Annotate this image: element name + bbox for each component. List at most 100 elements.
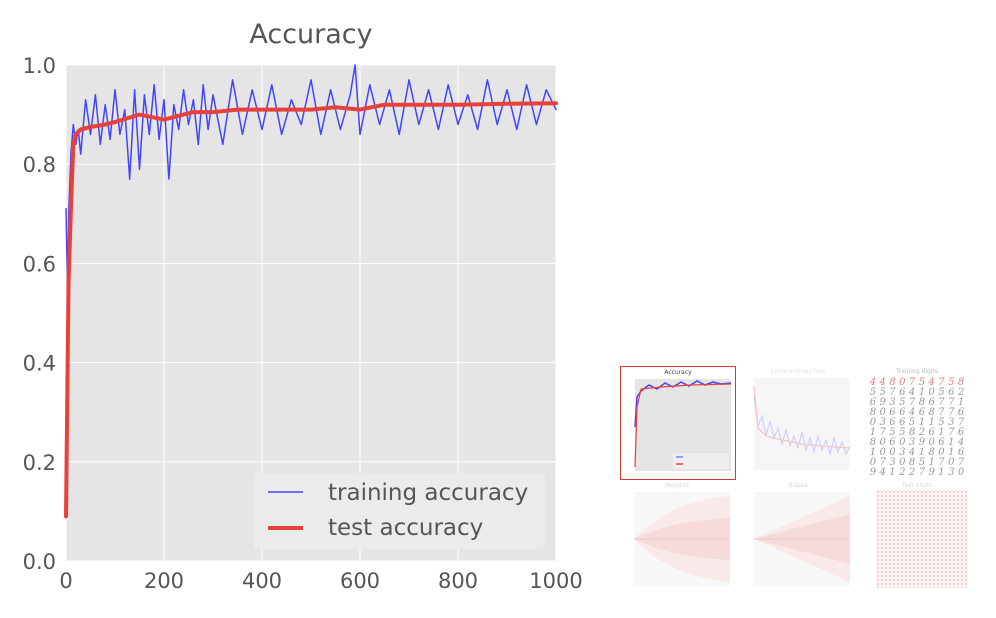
digit-cell: 0 — [879, 407, 886, 418]
digit-cell: 7 — [938, 407, 945, 418]
digit-cell: 7 — [938, 397, 945, 408]
digit-cell: 0 — [938, 447, 945, 458]
digit-cell: 0 — [879, 437, 886, 448]
digit-cell: 4 — [908, 407, 916, 418]
digit-cell: 8 — [908, 457, 916, 468]
y-tick-label: 0.0 — [23, 550, 56, 574]
digit-cell: 2 — [899, 467, 906, 478]
y-tick-label: 0.2 — [23, 451, 56, 475]
digit-cell: 5 — [938, 387, 945, 398]
y-axis: 0.0 0.2 0.4 0.6 0.8 1.0 — [23, 54, 56, 574]
digit-cell: 1 — [948, 437, 955, 448]
digit-cell: 0 — [899, 457, 906, 468]
x-tick-label: 0 — [59, 569, 72, 593]
digit-cell: 5 — [938, 417, 945, 428]
digit-cell: 5 — [948, 377, 955, 388]
digit-cell: 7 — [918, 467, 926, 478]
thumbnail-biases[interactable]: Biases — [742, 482, 854, 592]
digit-cell: 1 — [918, 447, 926, 458]
digit-cell: 3 — [879, 417, 886, 428]
thumbnail-chart — [876, 490, 968, 588]
digit-cell: 6 — [957, 427, 965, 438]
digit-cell: 5 — [908, 417, 916, 428]
digit-cell: 0 — [957, 467, 965, 478]
digit-cell: 7 — [957, 417, 965, 428]
digit-cell: 8 — [889, 377, 896, 388]
accuracy-chart: Accuracy 0.0 0.2 0.4 0.6 0.8 1.0 0 200 400 600 80… — [23, 19, 583, 593]
thumbnail-accuracy[interactable]: Accuracy — [620, 366, 736, 480]
digit-cell: 1 — [928, 457, 935, 468]
digit-cell: 7 — [908, 397, 916, 408]
y-tick-label: 1.0 — [23, 54, 56, 78]
digit-cell: 6 — [899, 407, 906, 418]
digit-cell: 8 — [869, 407, 877, 418]
digit-cell: 7 — [879, 427, 886, 438]
digit-cell: 9 — [918, 437, 926, 448]
digit-cell: 5 — [918, 377, 926, 388]
digit-cell: 6 — [948, 387, 955, 398]
digit-cell: 2 — [918, 427, 926, 438]
digit-cell: 2 — [908, 467, 916, 478]
digit-cell: 3 — [899, 447, 906, 458]
digit-cell: 0 — [869, 417, 877, 428]
digit-cell: 3 — [908, 437, 916, 448]
y-tick-label: 0.8 — [23, 153, 56, 177]
chart-title: Accuracy — [249, 19, 372, 50]
digit-cell: 6 — [938, 437, 945, 448]
digit-cell: 5 — [899, 397, 906, 408]
legend-label-training: training accuracy — [328, 480, 528, 506]
digit-cell: 9 — [879, 397, 886, 408]
digit-cell: 9 — [928, 467, 935, 478]
digit-cell: 0 — [879, 447, 886, 458]
digit-cell: 7 — [948, 427, 955, 438]
digit-cell: 8 — [908, 427, 916, 438]
digit-cell: 1 — [869, 427, 877, 438]
digit-cell: 7 — [879, 457, 886, 468]
y-tick-label: 0.6 — [23, 252, 56, 276]
x-tick-label: 1000 — [529, 569, 582, 593]
thumbnail-test-digits[interactable]: Test digits — [864, 482, 970, 592]
digit-cell: 4 — [908, 387, 916, 398]
digit-cell: 7 — [938, 377, 945, 388]
digit-cell: 7 — [889, 387, 896, 398]
series-line-test — [64, 101, 558, 519]
digit-cell: 5 — [899, 427, 906, 438]
digit-cell: 3 — [948, 417, 955, 428]
digit-cell: 1 — [918, 417, 926, 428]
thumbnail-cross-entropy-loss[interactable]: Cross entropy loss — [742, 366, 854, 478]
digit-cell: 5 — [869, 387, 877, 398]
digit-cell: 0 — [899, 377, 906, 388]
legend-label-test: test accuracy — [328, 515, 483, 541]
digit-cell: 5 — [918, 457, 926, 468]
digit-cell: 4 — [879, 377, 886, 388]
digit-cell: 0 — [889, 447, 896, 458]
x-tick-label: 800 — [438, 569, 478, 593]
x-tick-label: 400 — [242, 569, 282, 593]
digit-cell: 8 — [928, 447, 935, 458]
thumbnail-title: Test digits — [901, 482, 933, 489]
digit-cell: 1 — [948, 447, 955, 458]
digit-cell: 9 — [869, 467, 877, 478]
thumbnail-title: Training digits — [895, 368, 938, 375]
digit-cell: 6 — [928, 397, 935, 408]
digit-cell: 8 — [957, 377, 965, 388]
digit-cell: 1 — [869, 447, 877, 458]
digit-cell: 4 — [957, 437, 965, 448]
digit-cell: 4 — [869, 377, 877, 388]
digit-cell: 1 — [918, 387, 926, 398]
digit-cell: 4 — [928, 377, 935, 388]
digit-cell: 1 — [889, 467, 896, 478]
y-tick-label: 0.4 — [23, 352, 56, 376]
digit-cell: 6 — [957, 447, 965, 458]
digit-cell: 6 — [889, 417, 896, 428]
digit-cell: 1 — [938, 427, 945, 438]
thumbnail-chart — [634, 492, 730, 586]
thumbnail-weights[interactable]: Weights — [620, 482, 734, 592]
digit-cell: 6 — [869, 397, 877, 408]
digit-cell: 5 — [879, 387, 886, 398]
digit-cell: 0 — [948, 457, 955, 468]
thumbnail-chart — [753, 378, 851, 470]
digit-cell: 4 — [879, 467, 886, 478]
